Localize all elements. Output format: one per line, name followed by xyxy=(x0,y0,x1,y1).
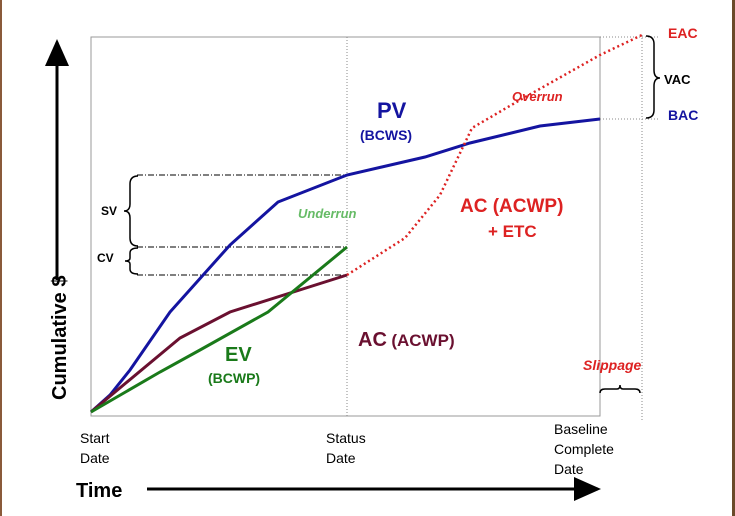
ac-sub-label: (ACWP) xyxy=(391,331,454,350)
sv-label: SV xyxy=(101,204,117,218)
right-border xyxy=(732,0,735,516)
status-date-label: Status xyxy=(326,430,366,446)
left-border xyxy=(0,0,2,516)
eac-label: EAC xyxy=(668,25,698,41)
ev-sub-label: (BCWP) xyxy=(208,370,260,386)
pv-label: PV xyxy=(377,98,407,123)
vac-label: VAC xyxy=(664,72,691,87)
underrun-label: Underrun xyxy=(298,206,357,221)
cv-brace xyxy=(124,247,139,275)
status-date-label-2: Date xyxy=(326,450,356,466)
slippage-label: Slippage xyxy=(583,357,642,373)
plot-frame xyxy=(90,36,601,417)
ac-etc-label: AC (ACWP) xyxy=(460,196,563,217)
baseline-label-2: Complete xyxy=(554,441,614,457)
ev-curve xyxy=(90,245,348,414)
baseline-label: Baseline xyxy=(554,421,608,437)
baseline-label-3: Date xyxy=(554,461,584,477)
ac-etc-curve xyxy=(346,33,643,277)
y-axis-label: Cumulative $ xyxy=(49,276,71,400)
sv-brace xyxy=(123,175,139,247)
slippage-brace xyxy=(599,384,641,394)
ac-label: AC xyxy=(358,329,387,351)
ac-etc-sub-label: + ETC xyxy=(488,222,537,241)
x-axis-label: Time xyxy=(76,480,122,502)
start-date-label-2: Date xyxy=(80,450,110,466)
svg-text:AC (ACWP): AC (ACWP) xyxy=(358,329,455,351)
pv-curve xyxy=(89,117,601,414)
bac-label: BAC xyxy=(668,107,698,123)
pv-sub-label: (BCWS) xyxy=(360,127,412,143)
overrun-label: Overrun xyxy=(512,89,563,104)
start-date-label: Start xyxy=(80,430,110,446)
ev-label: EV xyxy=(225,344,252,366)
vac-brace xyxy=(645,35,661,119)
cv-label: CV xyxy=(97,251,114,265)
